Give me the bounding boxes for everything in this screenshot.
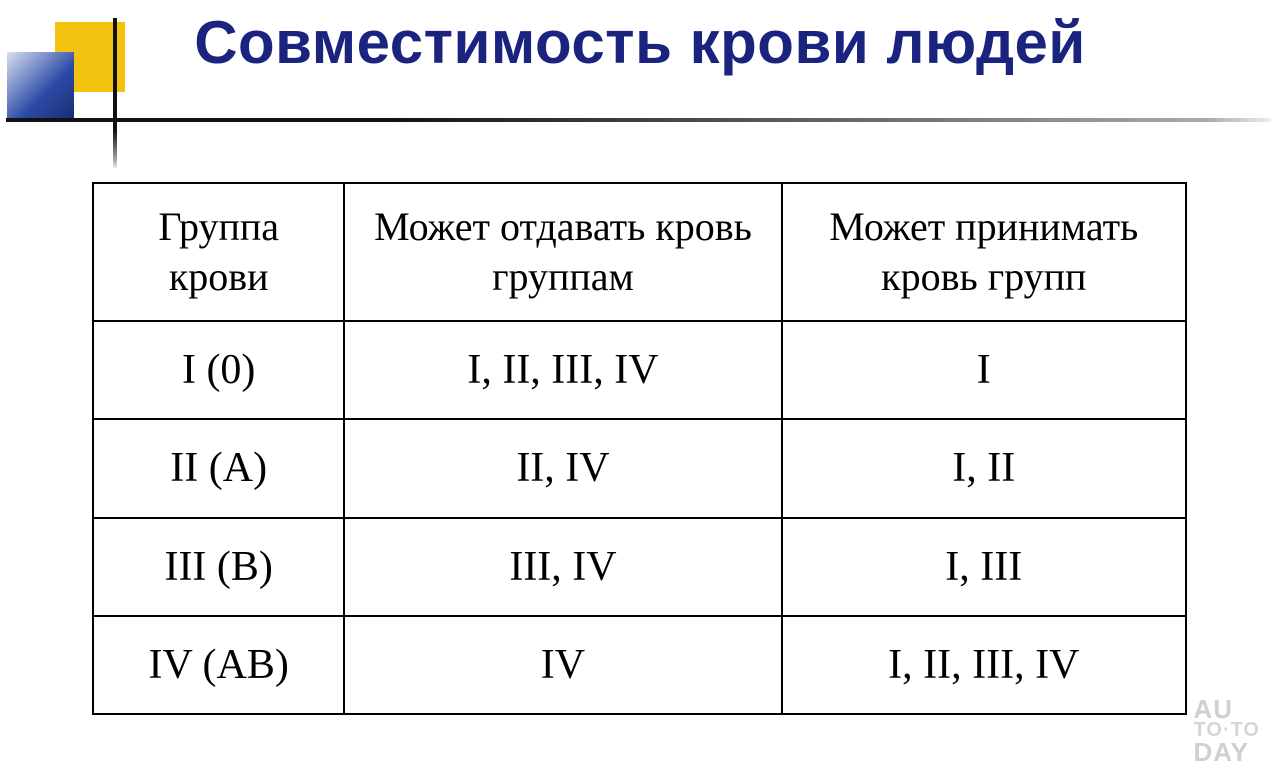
table-row: IV (AB) IV I, II, III, IV (93, 616, 1186, 714)
cell-group: III (B) (93, 518, 344, 616)
cell-group: I (0) (93, 321, 344, 419)
table-row: II (A) II, IV I, II (93, 419, 1186, 517)
col-header-group: Группа крови (93, 183, 344, 321)
cell-donate: III, IV (344, 518, 781, 616)
col-header-donate: Может отдавать кровь группам (344, 183, 781, 321)
cell-group: IV (AB) (93, 616, 344, 714)
cell-receive: I (782, 321, 1186, 419)
page-title: Совместимость крови людей (0, 8, 1280, 77)
cell-group: II (A) (93, 419, 344, 517)
cell-donate: I, II, III, IV (344, 321, 781, 419)
table-header-row: Группа крови Может отдавать кровь группа… (93, 183, 1186, 321)
cell-receive: I, II (782, 419, 1186, 517)
watermark-line1: AU (1193, 697, 1260, 722)
watermark-line3: DAY (1193, 740, 1260, 765)
col-header-receive: Может принимать кровь групп (782, 183, 1186, 321)
decor-horizontal-line (6, 118, 1271, 122)
cell-receive: I, II, III, IV (782, 616, 1186, 714)
compatibility-table: Группа крови Может отдавать кровь группа… (92, 182, 1187, 715)
table-row: III (B) III, IV I, III (93, 518, 1186, 616)
table-row: I (0) I, II, III, IV I (93, 321, 1186, 419)
compatibility-table-wrap: Группа крови Может отдавать кровь группа… (92, 182, 1187, 715)
cell-donate: IV (344, 616, 781, 714)
watermark: AU TO·TO DAY (1193, 697, 1260, 765)
cell-receive: I, III (782, 518, 1186, 616)
cell-donate: II, IV (344, 419, 781, 517)
